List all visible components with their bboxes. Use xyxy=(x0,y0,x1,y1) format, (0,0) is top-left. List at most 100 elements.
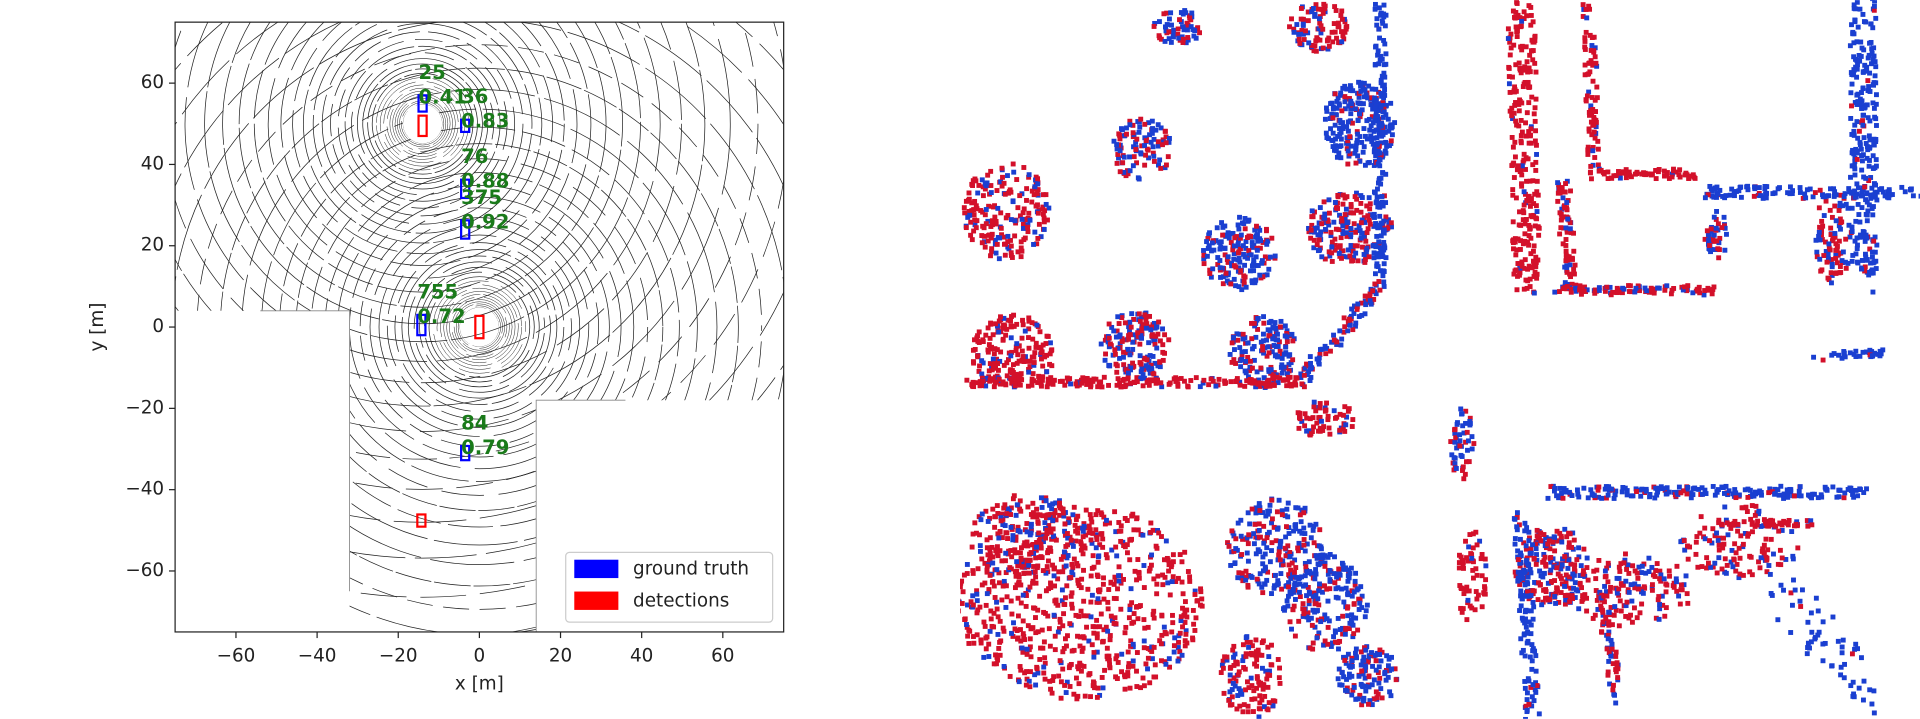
point xyxy=(1003,241,1009,247)
point xyxy=(1049,363,1055,369)
point xyxy=(1247,377,1253,382)
point xyxy=(1370,288,1376,294)
point xyxy=(1664,582,1670,588)
point xyxy=(1302,505,1308,511)
point xyxy=(1130,130,1136,136)
point xyxy=(1089,642,1095,648)
point xyxy=(1248,358,1253,364)
point xyxy=(1533,561,1539,567)
point xyxy=(1378,80,1384,86)
point xyxy=(1448,439,1454,445)
point xyxy=(1854,150,1860,156)
point xyxy=(1165,557,1171,563)
point xyxy=(1594,567,1600,573)
point xyxy=(1789,529,1795,535)
point xyxy=(1304,614,1310,620)
point xyxy=(982,580,988,586)
point xyxy=(1358,662,1364,668)
point xyxy=(1099,675,1105,680)
point xyxy=(1864,66,1870,72)
point xyxy=(1376,26,1382,32)
point xyxy=(1290,357,1296,363)
point xyxy=(1122,383,1128,389)
point xyxy=(961,572,967,578)
point xyxy=(1343,660,1349,666)
ring xyxy=(175,22,759,460)
point xyxy=(1150,126,1155,131)
ring xyxy=(394,242,565,412)
point xyxy=(982,560,988,566)
point xyxy=(1310,527,1316,533)
point xyxy=(985,519,991,524)
point xyxy=(1176,639,1181,645)
point xyxy=(1162,128,1168,134)
point xyxy=(1322,408,1328,414)
point xyxy=(1634,615,1640,621)
point xyxy=(1473,589,1479,594)
point xyxy=(1004,360,1010,366)
point xyxy=(1274,526,1280,532)
point xyxy=(1050,518,1056,523)
point xyxy=(1301,607,1307,612)
point xyxy=(1761,542,1767,548)
point xyxy=(1338,90,1344,96)
point xyxy=(1018,245,1024,251)
point xyxy=(1869,267,1875,273)
point xyxy=(1112,351,1118,357)
point xyxy=(1213,383,1219,389)
point xyxy=(1300,23,1306,28)
point xyxy=(1362,87,1368,93)
point xyxy=(1612,604,1618,610)
point xyxy=(1297,416,1303,422)
ring xyxy=(204,22,641,343)
point xyxy=(1338,13,1344,18)
point xyxy=(1271,343,1277,348)
point xyxy=(1345,138,1351,144)
point xyxy=(1524,59,1530,65)
point xyxy=(1736,575,1742,581)
point xyxy=(1039,377,1045,383)
point xyxy=(1246,217,1252,223)
point xyxy=(1265,707,1271,713)
point xyxy=(1100,638,1106,644)
point xyxy=(1013,534,1019,540)
point xyxy=(1013,348,1019,353)
point xyxy=(1079,545,1085,551)
point xyxy=(1354,140,1360,146)
point xyxy=(1043,498,1049,504)
point xyxy=(1080,528,1086,534)
point xyxy=(1467,419,1473,424)
point xyxy=(1060,378,1065,384)
point xyxy=(1141,563,1147,568)
point xyxy=(1234,378,1239,384)
point xyxy=(999,597,1005,603)
point xyxy=(1533,203,1539,209)
point xyxy=(1062,636,1068,642)
point xyxy=(1337,125,1342,131)
point xyxy=(1038,234,1044,240)
point xyxy=(1297,594,1303,600)
point xyxy=(989,231,995,237)
point xyxy=(1380,100,1386,106)
point xyxy=(1258,238,1264,244)
point xyxy=(1257,380,1263,386)
point xyxy=(1125,550,1130,556)
point xyxy=(1238,232,1244,238)
point xyxy=(1341,412,1346,418)
point xyxy=(1824,259,1830,265)
point xyxy=(1220,665,1226,671)
point xyxy=(1060,623,1066,629)
point xyxy=(1326,425,1332,431)
point xyxy=(984,563,990,569)
point xyxy=(1345,247,1351,253)
point xyxy=(1469,552,1475,558)
point xyxy=(1512,268,1518,274)
point xyxy=(1327,552,1333,557)
point xyxy=(1025,229,1031,235)
point xyxy=(1361,698,1367,704)
point xyxy=(1313,567,1319,572)
point xyxy=(1855,185,1861,191)
point xyxy=(1243,577,1249,583)
point xyxy=(1379,695,1385,701)
point xyxy=(1001,578,1007,584)
